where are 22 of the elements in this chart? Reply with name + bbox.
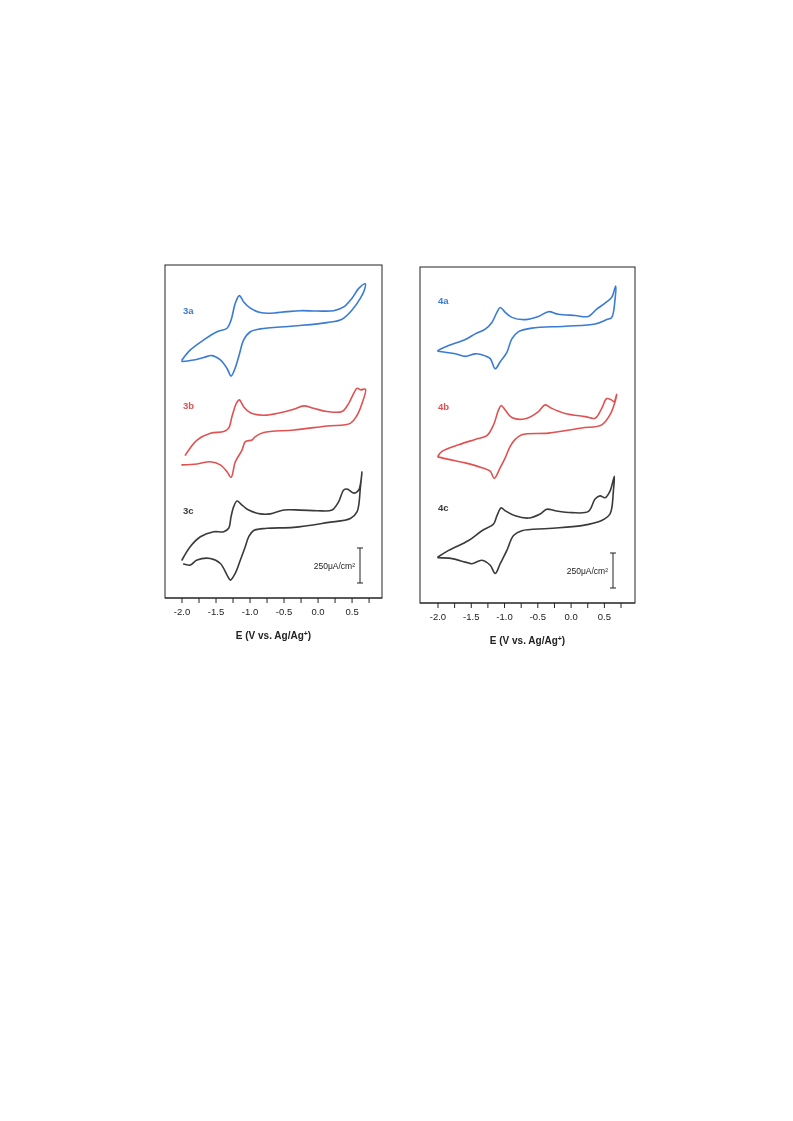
x-tick-label: -1.5 bbox=[207, 606, 225, 617]
annotation: 250μA/cm² bbox=[313, 560, 356, 571]
text: 4a bbox=[438, 295, 450, 307]
x-tick-label: -1.0 bbox=[241, 606, 259, 617]
x-axis-title: E (V vs. Ag/Ag$^{+}$) bbox=[489, 634, 566, 646]
text: 3b bbox=[183, 400, 195, 412]
x-tick-label: -0.5 bbox=[275, 606, 293, 617]
text: 4b bbox=[438, 401, 450, 413]
x-tick-label: -1.5 bbox=[463, 611, 480, 622]
text: 4c bbox=[438, 502, 449, 514]
x-tick-label: -2.0 bbox=[173, 606, 191, 617]
annotation: 250μA/cm² bbox=[566, 565, 609, 576]
text: 3a bbox=[183, 304, 195, 316]
x-tick-label: -0.5 bbox=[529, 611, 546, 622]
x-tick-label: 0.0 bbox=[311, 606, 325, 617]
x-tick-label: 0.5 bbox=[345, 606, 359, 617]
x-tick-label: 0.0 bbox=[564, 611, 578, 622]
x-tick-label: 0.5 bbox=[597, 611, 611, 622]
x-tick-label: -2.0 bbox=[429, 611, 447, 622]
x-axis-title: E (V vs. Ag/Ag$^{+}$) bbox=[235, 629, 312, 641]
text: 3c bbox=[183, 505, 194, 517]
x-tick-label: -1.0 bbox=[496, 611, 513, 622]
